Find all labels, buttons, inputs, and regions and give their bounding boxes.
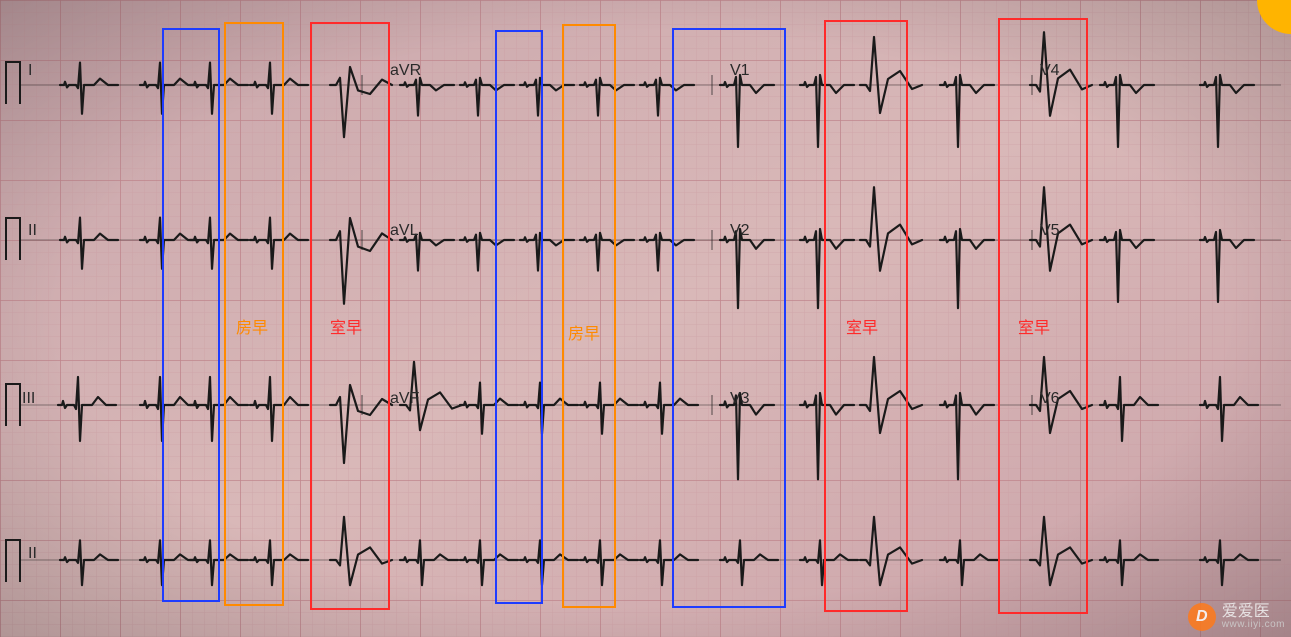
annotation-box <box>162 28 220 602</box>
ecg-annotated-image: IaVRV1V4IIaVLV2V5IIIaVFV3V6II 房早室早房早室早室早… <box>0 0 1291 637</box>
lead-label: III <box>22 390 35 408</box>
lead-label: II <box>28 222 37 240</box>
annotation-label: 房早 <box>568 320 600 344</box>
annotation-box <box>562 24 616 608</box>
lead-label: aVL <box>390 222 418 240</box>
annotation-box <box>672 28 786 608</box>
lead-label: aVR <box>390 62 421 80</box>
annotation-box <box>495 30 543 604</box>
lead-label: aVF <box>390 390 419 408</box>
annotation-label: 室早 <box>1018 314 1050 338</box>
watermark: D 爱爱医 www.iiyi.com <box>1188 603 1285 631</box>
lead-label: I <box>28 62 32 80</box>
annotation-label: 房早 <box>236 314 268 338</box>
annotation-label: 室早 <box>330 314 362 338</box>
watermark-logo-icon: D <box>1188 603 1216 631</box>
lead-label: II <box>28 545 37 563</box>
watermark-text: 爱爱医 <box>1222 604 1285 620</box>
watermark-url: www.iiyi.com <box>1222 620 1285 630</box>
annotation-label: 室早 <box>846 314 878 338</box>
